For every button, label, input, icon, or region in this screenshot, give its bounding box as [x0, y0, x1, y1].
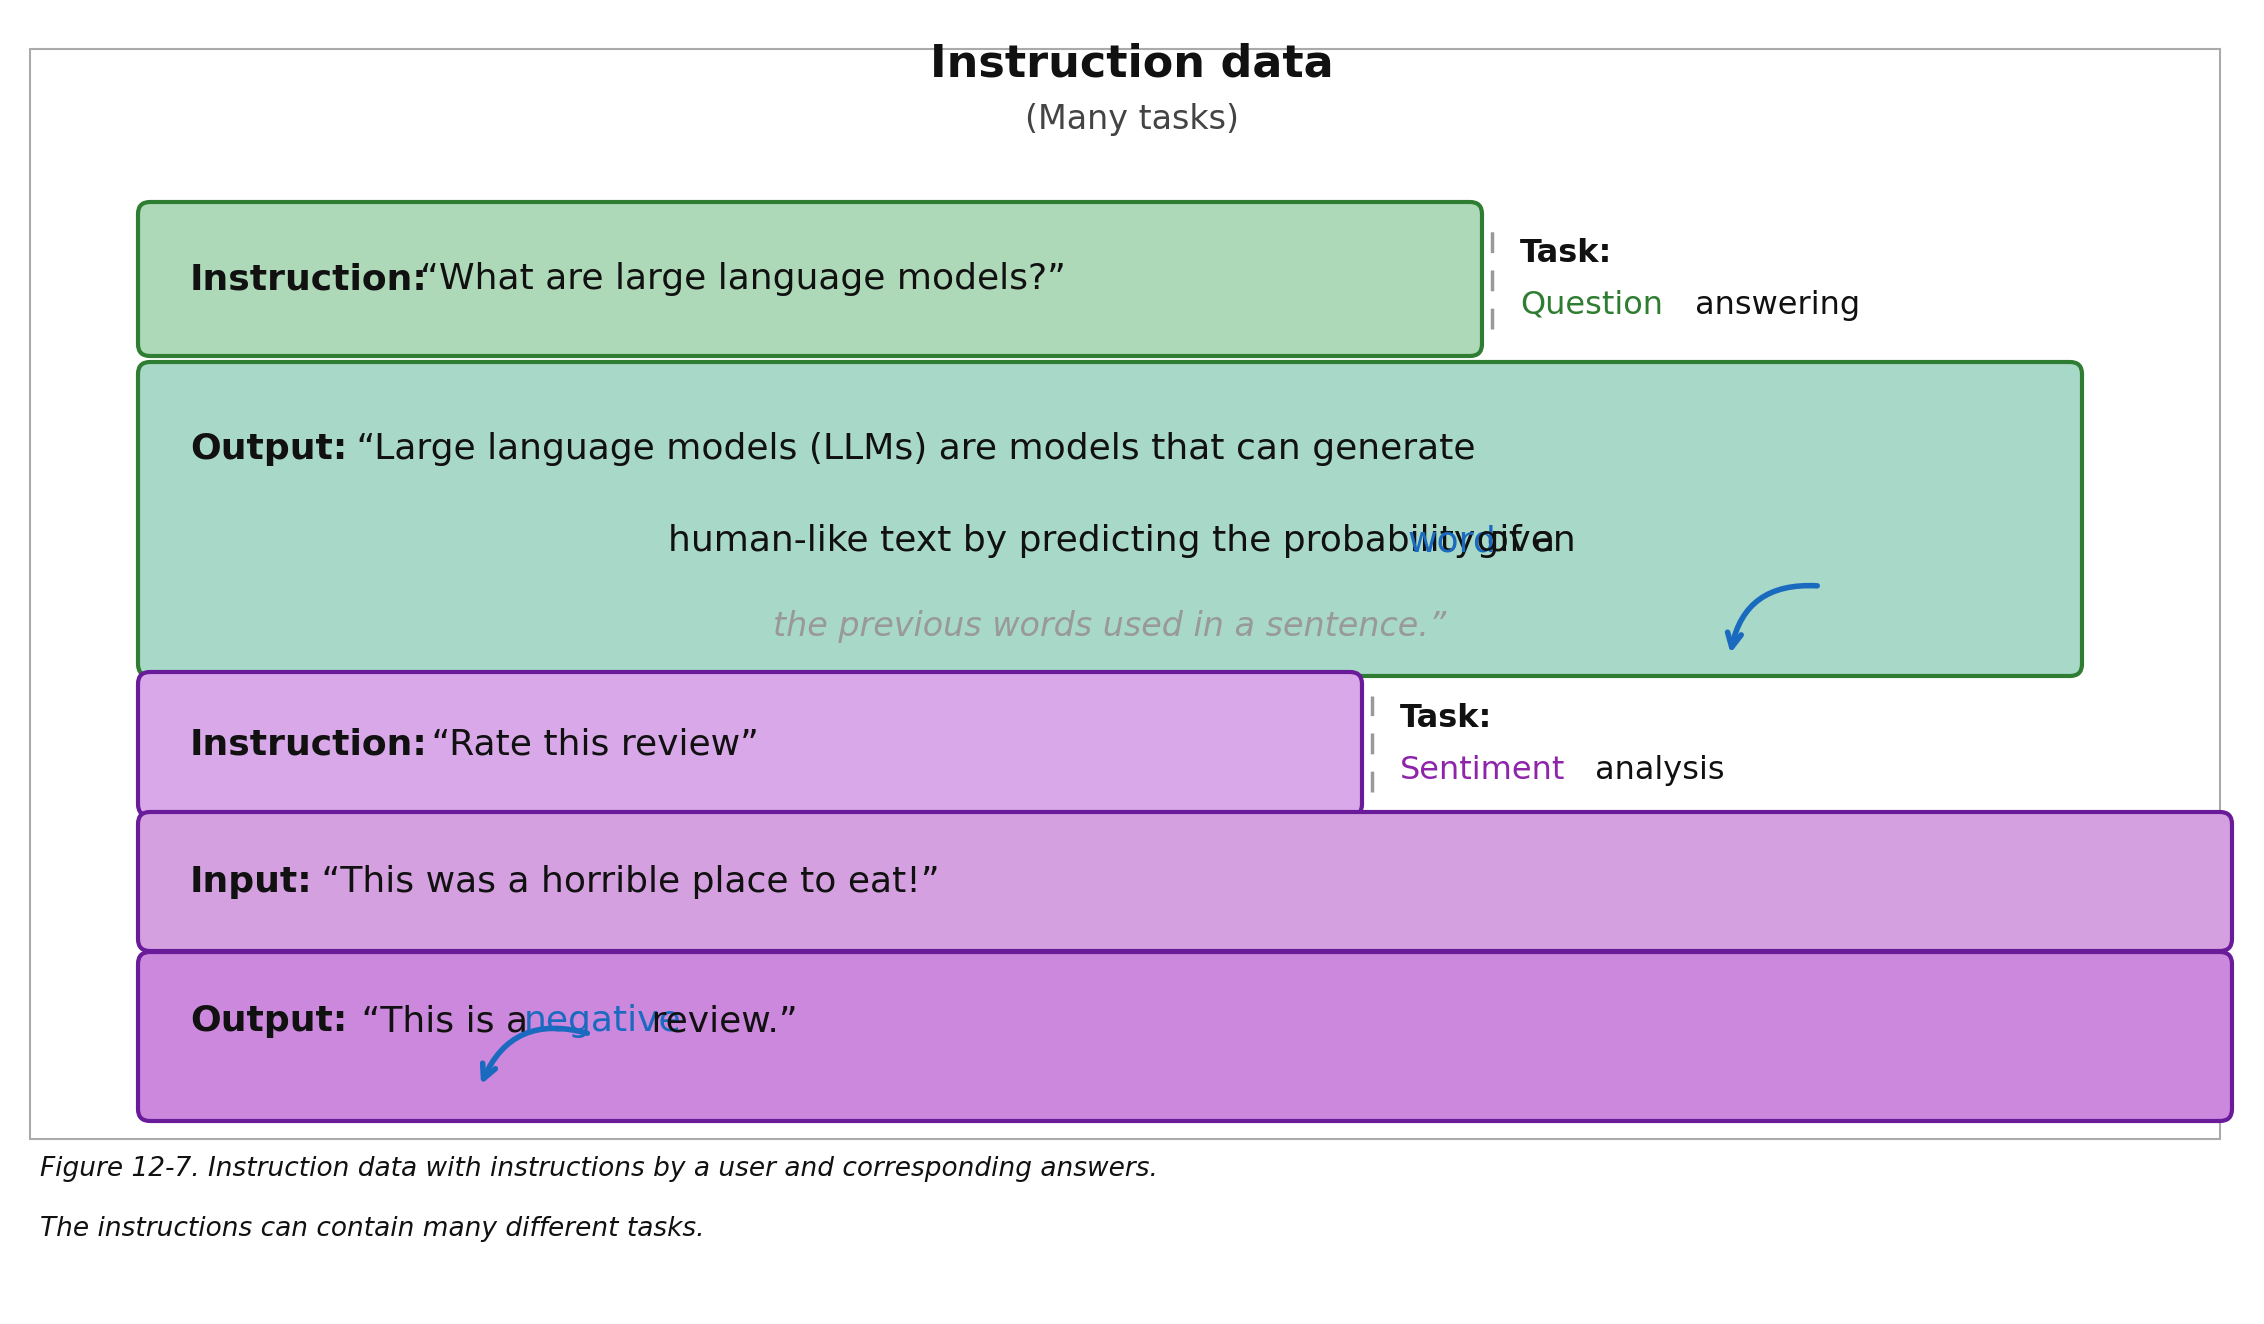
Text: Output:: Output:: [190, 432, 346, 466]
Text: Instruction data: Instruction data: [931, 42, 1333, 86]
Text: “Large language models (LLMs) are models that can generate: “Large language models (LLMs) are models…: [344, 432, 1476, 466]
Text: “Rate this review”: “Rate this review”: [421, 727, 758, 761]
Text: “This was a horrible place to eat!”: “This was a horrible place to eat!”: [310, 865, 940, 899]
Text: Task:: Task:: [1519, 237, 1612, 269]
Text: answering: answering: [1684, 290, 1861, 320]
Text: Task:: Task:: [1399, 703, 1492, 733]
FancyBboxPatch shape: [138, 812, 2232, 951]
Text: “What are large language models?”: “What are large language models?”: [421, 262, 1066, 297]
FancyBboxPatch shape: [138, 673, 1363, 816]
Text: (Many tasks): (Many tasks): [1026, 102, 1238, 135]
Text: given: given: [1465, 524, 1576, 557]
FancyBboxPatch shape: [138, 203, 1483, 356]
Text: Instruction:: Instruction:: [190, 262, 428, 297]
Text: Sentiment: Sentiment: [1399, 755, 1564, 785]
Text: The instructions can contain many different tasks.: The instructions can contain many differ…: [41, 1215, 704, 1242]
FancyBboxPatch shape: [138, 952, 2232, 1121]
Text: review.”: review.”: [641, 1005, 797, 1038]
Text: negative: negative: [523, 1005, 681, 1038]
Text: “This is a: “This is a: [351, 1005, 539, 1038]
Text: analysis: analysis: [1585, 755, 1725, 785]
Text: Question: Question: [1519, 290, 1664, 320]
Text: Figure 12-7. Instruction data with instructions by a user and corresponding answ: Figure 12-7. Instruction data with instr…: [41, 1156, 1157, 1182]
Text: human-like text by predicting the probability of a: human-like text by predicting the probab…: [668, 524, 1567, 557]
Text: the previous words used in a sentence.”: the previous words used in a sentence.”: [774, 609, 1447, 642]
FancyBboxPatch shape: [29, 49, 2221, 1139]
FancyBboxPatch shape: [138, 361, 2083, 677]
Text: Output:: Output:: [190, 1005, 346, 1038]
Text: Instruction:: Instruction:: [190, 727, 428, 761]
Text: word: word: [1408, 524, 1497, 557]
Text: Input:: Input:: [190, 865, 312, 899]
